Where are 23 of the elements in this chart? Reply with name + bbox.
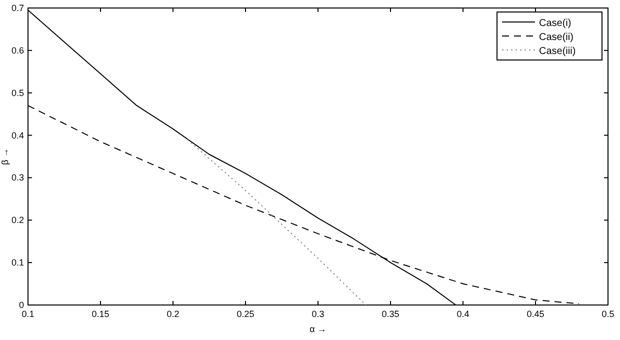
- y-tick-label: 0.4: [11, 130, 24, 140]
- x-tick-label: 0.15: [92, 309, 110, 319]
- x-tick-label: 0.4: [456, 309, 470, 319]
- y-axis-title: β →: [0, 148, 10, 165]
- y-tick-label: 0.3: [11, 172, 24, 183]
- x-tick-label: 0.5: [602, 309, 614, 319]
- line-series: [187, 139, 366, 306]
- legend-label: Case(iii): [539, 46, 576, 57]
- x-tick-label: 0.25: [236, 309, 254, 319]
- y-tick-label: 0.7: [11, 3, 24, 13]
- legend-label: Case(ii): [539, 32, 574, 43]
- y-tick-label: 0.2: [11, 215, 24, 226]
- x-tick-label: 0.45: [526, 309, 544, 319]
- x-tick-label: 0.3: [312, 309, 324, 319]
- y-tick-label: 0.1: [11, 258, 24, 268]
- x-tick-label: 0.35: [382, 309, 400, 319]
- y-tick-label: 0.5: [11, 88, 24, 98]
- y-tick-label: 0: [18, 300, 24, 310]
- legend-label: Case(i): [539, 18, 572, 29]
- x-tick-label: 0.2: [166, 309, 180, 319]
- x-axis-title: α →: [310, 324, 326, 334]
- x-tick-label: 0.1: [22, 309, 34, 319]
- y-tick-label: 0.6: [11, 45, 24, 56]
